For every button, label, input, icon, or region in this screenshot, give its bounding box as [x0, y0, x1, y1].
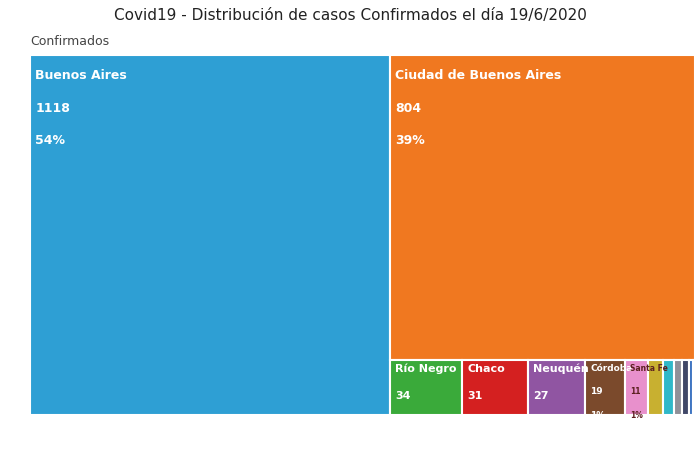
Text: 34: 34 [395, 391, 411, 401]
Text: Santa Fe: Santa Fe [631, 364, 668, 373]
Bar [390, 55, 695, 360]
Text: 31: 31 [467, 391, 482, 401]
Bar [674, 360, 682, 415]
Text: 1118: 1118 [35, 102, 70, 115]
Bar [648, 360, 663, 415]
Bar [693, 360, 695, 415]
Text: 2%: 2% [467, 416, 486, 426]
Text: 804: 804 [395, 102, 421, 115]
Text: 1%: 1% [533, 416, 552, 426]
Text: Chaco: Chaco [467, 364, 505, 374]
Text: 27: 27 [533, 391, 548, 401]
Bar [462, 360, 528, 415]
Bar [682, 360, 689, 415]
Text: Neuquén: Neuquén [533, 364, 589, 374]
Text: 54%: 54% [35, 134, 65, 147]
Bar [663, 360, 674, 415]
Text: 1%: 1% [590, 411, 606, 420]
Text: 19: 19 [590, 387, 603, 396]
Text: 39%: 39% [395, 134, 425, 147]
Text: 11: 11 [631, 387, 641, 396]
Bar [625, 360, 648, 415]
Bar [390, 360, 462, 415]
Text: Ciudad de Buenos Aires: Ciudad de Buenos Aires [395, 69, 561, 82]
Bar [30, 55, 390, 415]
Text: Confirmados: Confirmados [30, 35, 109, 48]
Text: Covid19 - Distribución de casos Confirmados el día 19/6/2020: Covid19 - Distribución de casos Confirma… [113, 8, 587, 23]
Bar [689, 360, 693, 415]
Text: 2%: 2% [395, 416, 414, 426]
Text: Córdoba: Córdoba [590, 364, 632, 373]
Text: Río Negro: Río Negro [395, 364, 456, 374]
Bar [528, 360, 584, 415]
Bar [584, 360, 625, 415]
Text: 1%: 1% [631, 411, 643, 420]
Text: Buenos Aires: Buenos Aires [35, 69, 127, 82]
